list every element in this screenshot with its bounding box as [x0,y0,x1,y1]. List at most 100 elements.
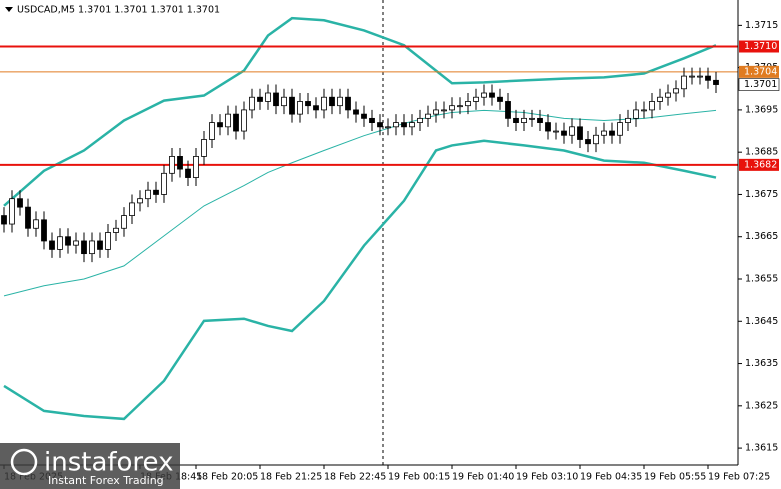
candle-body [449,105,455,111]
watermark-slogan: Instant Forex Trading [48,474,164,487]
candle-body [313,105,319,111]
candle-body [665,92,671,98]
candle-body [433,109,439,115]
level-label-box [739,40,779,53]
candle-body [489,92,495,98]
candle-body [281,96,287,107]
indicator-line [3,139,717,421]
indicator-line [3,16,717,207]
watermark-logo [10,448,38,476]
candle-body [473,96,479,102]
candle-body [697,75,703,78]
candle-body [289,96,295,115]
y-tick-label: 1.3645 [745,316,778,327]
candle-body [417,117,423,123]
candle-body [465,101,471,107]
candle-body [505,101,511,119]
candle-body [385,126,391,129]
candle-body [553,130,559,133]
candle-body [137,198,143,204]
y-tick-label: 1.3635 [745,358,778,369]
candle-body [649,101,655,111]
candle-body [593,134,599,145]
candle-body [513,117,519,123]
candle-body [265,92,271,102]
candle-body [121,215,127,229]
candle-body [481,92,487,98]
x-tick-label: 19 Feb 04:35 [580,472,642,483]
watermark-brand: instaforex [44,448,173,478]
candle-body [633,109,639,119]
candle-body [185,168,191,178]
candle-body [321,96,327,111]
candle-body [625,117,631,123]
candle-body [377,122,383,128]
candle-body [153,189,159,195]
candle-body [9,198,15,225]
y-tick-label: 1.3625 [745,400,778,411]
price-label-box [738,78,780,91]
x-tick-label: 19 Feb 00:15 [388,472,450,483]
y-tick-label: 1.3695 [745,104,778,115]
candle-body [393,122,399,128]
level-label-box [739,65,779,78]
x-tick-label: 18 Feb 21:25 [260,472,322,483]
candle-body [609,130,615,136]
y-tick-label: 1.3655 [745,274,778,285]
candle-body [129,202,135,216]
candle-body [585,139,591,145]
candle-body [497,96,503,102]
candle-body [681,75,687,90]
candle-body [65,236,71,246]
x-tick-label: 18 Feb 22:45 [324,472,386,483]
candle-body [177,156,183,170]
level-label-box [739,158,779,171]
candle-body [409,122,415,128]
candle-body [273,92,279,107]
candle-body [329,96,335,107]
x-tick-label: 19 Feb 07:25 [708,472,770,483]
candle-body [105,232,111,250]
candle-body [361,113,367,119]
candle-body [209,122,215,140]
candle-body [617,122,623,136]
candle-body [193,156,199,178]
candle-body [657,96,663,102]
y-tick-label: 1.3665 [745,231,778,242]
candle-body [297,101,303,115]
candle-body [41,219,47,242]
watermark: instaforex Instant Forex Trading [0,443,180,489]
candle-body [25,206,31,229]
candle-body [457,105,463,108]
candle-body [201,139,207,157]
candle-body [337,96,343,107]
candle-body [257,96,263,102]
candle-body [233,113,239,132]
price-label: 1.3701 [744,79,777,90]
candle-body [713,79,719,85]
candle-body [561,130,567,136]
indicator-line [3,109,717,297]
y-tick-label: 1.3715 [745,20,778,31]
candle-body [33,219,39,229]
candle-body [441,109,447,112]
candle-body [73,240,79,246]
candle-body [529,117,535,120]
level-label: 1.3704 [744,66,777,77]
level-label: 1.3710 [744,41,777,52]
candle-body [1,215,7,225]
candle-body [673,88,679,94]
x-tick-label: 19 Feb 05:55 [644,472,706,483]
chart-title: USDCAD,M5 1.3701 1.3701 1.3701 1.3701 [17,5,220,16]
candle-body [305,101,311,107]
candle-body [537,117,543,123]
candle-body [225,113,231,128]
plot-area [0,16,738,421]
candle-body [169,156,175,174]
candle-body [145,189,151,200]
candle-body [401,122,407,128]
candle-body [569,126,575,136]
candle-body [249,96,255,111]
